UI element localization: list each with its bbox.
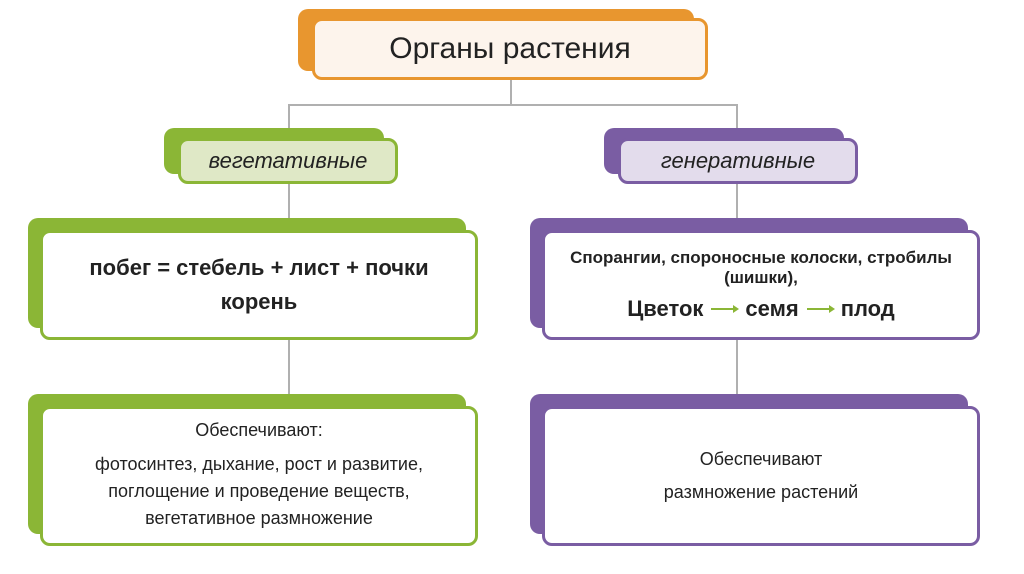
arrow-icon-2 xyxy=(805,302,835,316)
left-header-node: вегетативные xyxy=(178,138,398,184)
root-label: Органы растения xyxy=(389,32,630,66)
left-content-line1: побег = стебель + лист + почки xyxy=(89,255,428,281)
connector-root-down xyxy=(510,80,512,104)
right-func-node: Обеспечивают размножение растений xyxy=(542,406,980,546)
left-func-node: Обеспечивают: фотосинтез, дыхание, рост … xyxy=(40,406,478,546)
arrow-icon-1 xyxy=(709,302,739,316)
left-content-node: побег = стебель + лист + почки корень xyxy=(40,230,478,340)
left-func-title: Обеспечивают: xyxy=(195,420,322,441)
right-content-word2: семя xyxy=(745,296,798,322)
right-content-word1: Цветок xyxy=(627,296,703,322)
right-content-line2: Цветок семя плод xyxy=(627,296,895,322)
root-node: Органы растения xyxy=(312,18,708,80)
right-content-node: Спорангии, спороносные колоски, стробилы… xyxy=(542,230,980,340)
right-content-word3: плод xyxy=(841,296,895,322)
left-content-line2: корень xyxy=(221,289,298,315)
left-func-body: фотосинтез, дыхание, рост и развитие, по… xyxy=(43,451,475,532)
left-header-label: вегетативные xyxy=(209,148,368,174)
connector-root-horiz xyxy=(288,104,738,106)
right-func-body: размножение растений xyxy=(664,482,858,503)
right-header-label: генеративные xyxy=(661,148,815,174)
right-header-node: генеративные xyxy=(618,138,858,184)
right-func-title: Обеспечивают xyxy=(700,449,822,470)
right-content-line1: Спорангии, спороносные колоски, стробилы… xyxy=(545,248,977,288)
